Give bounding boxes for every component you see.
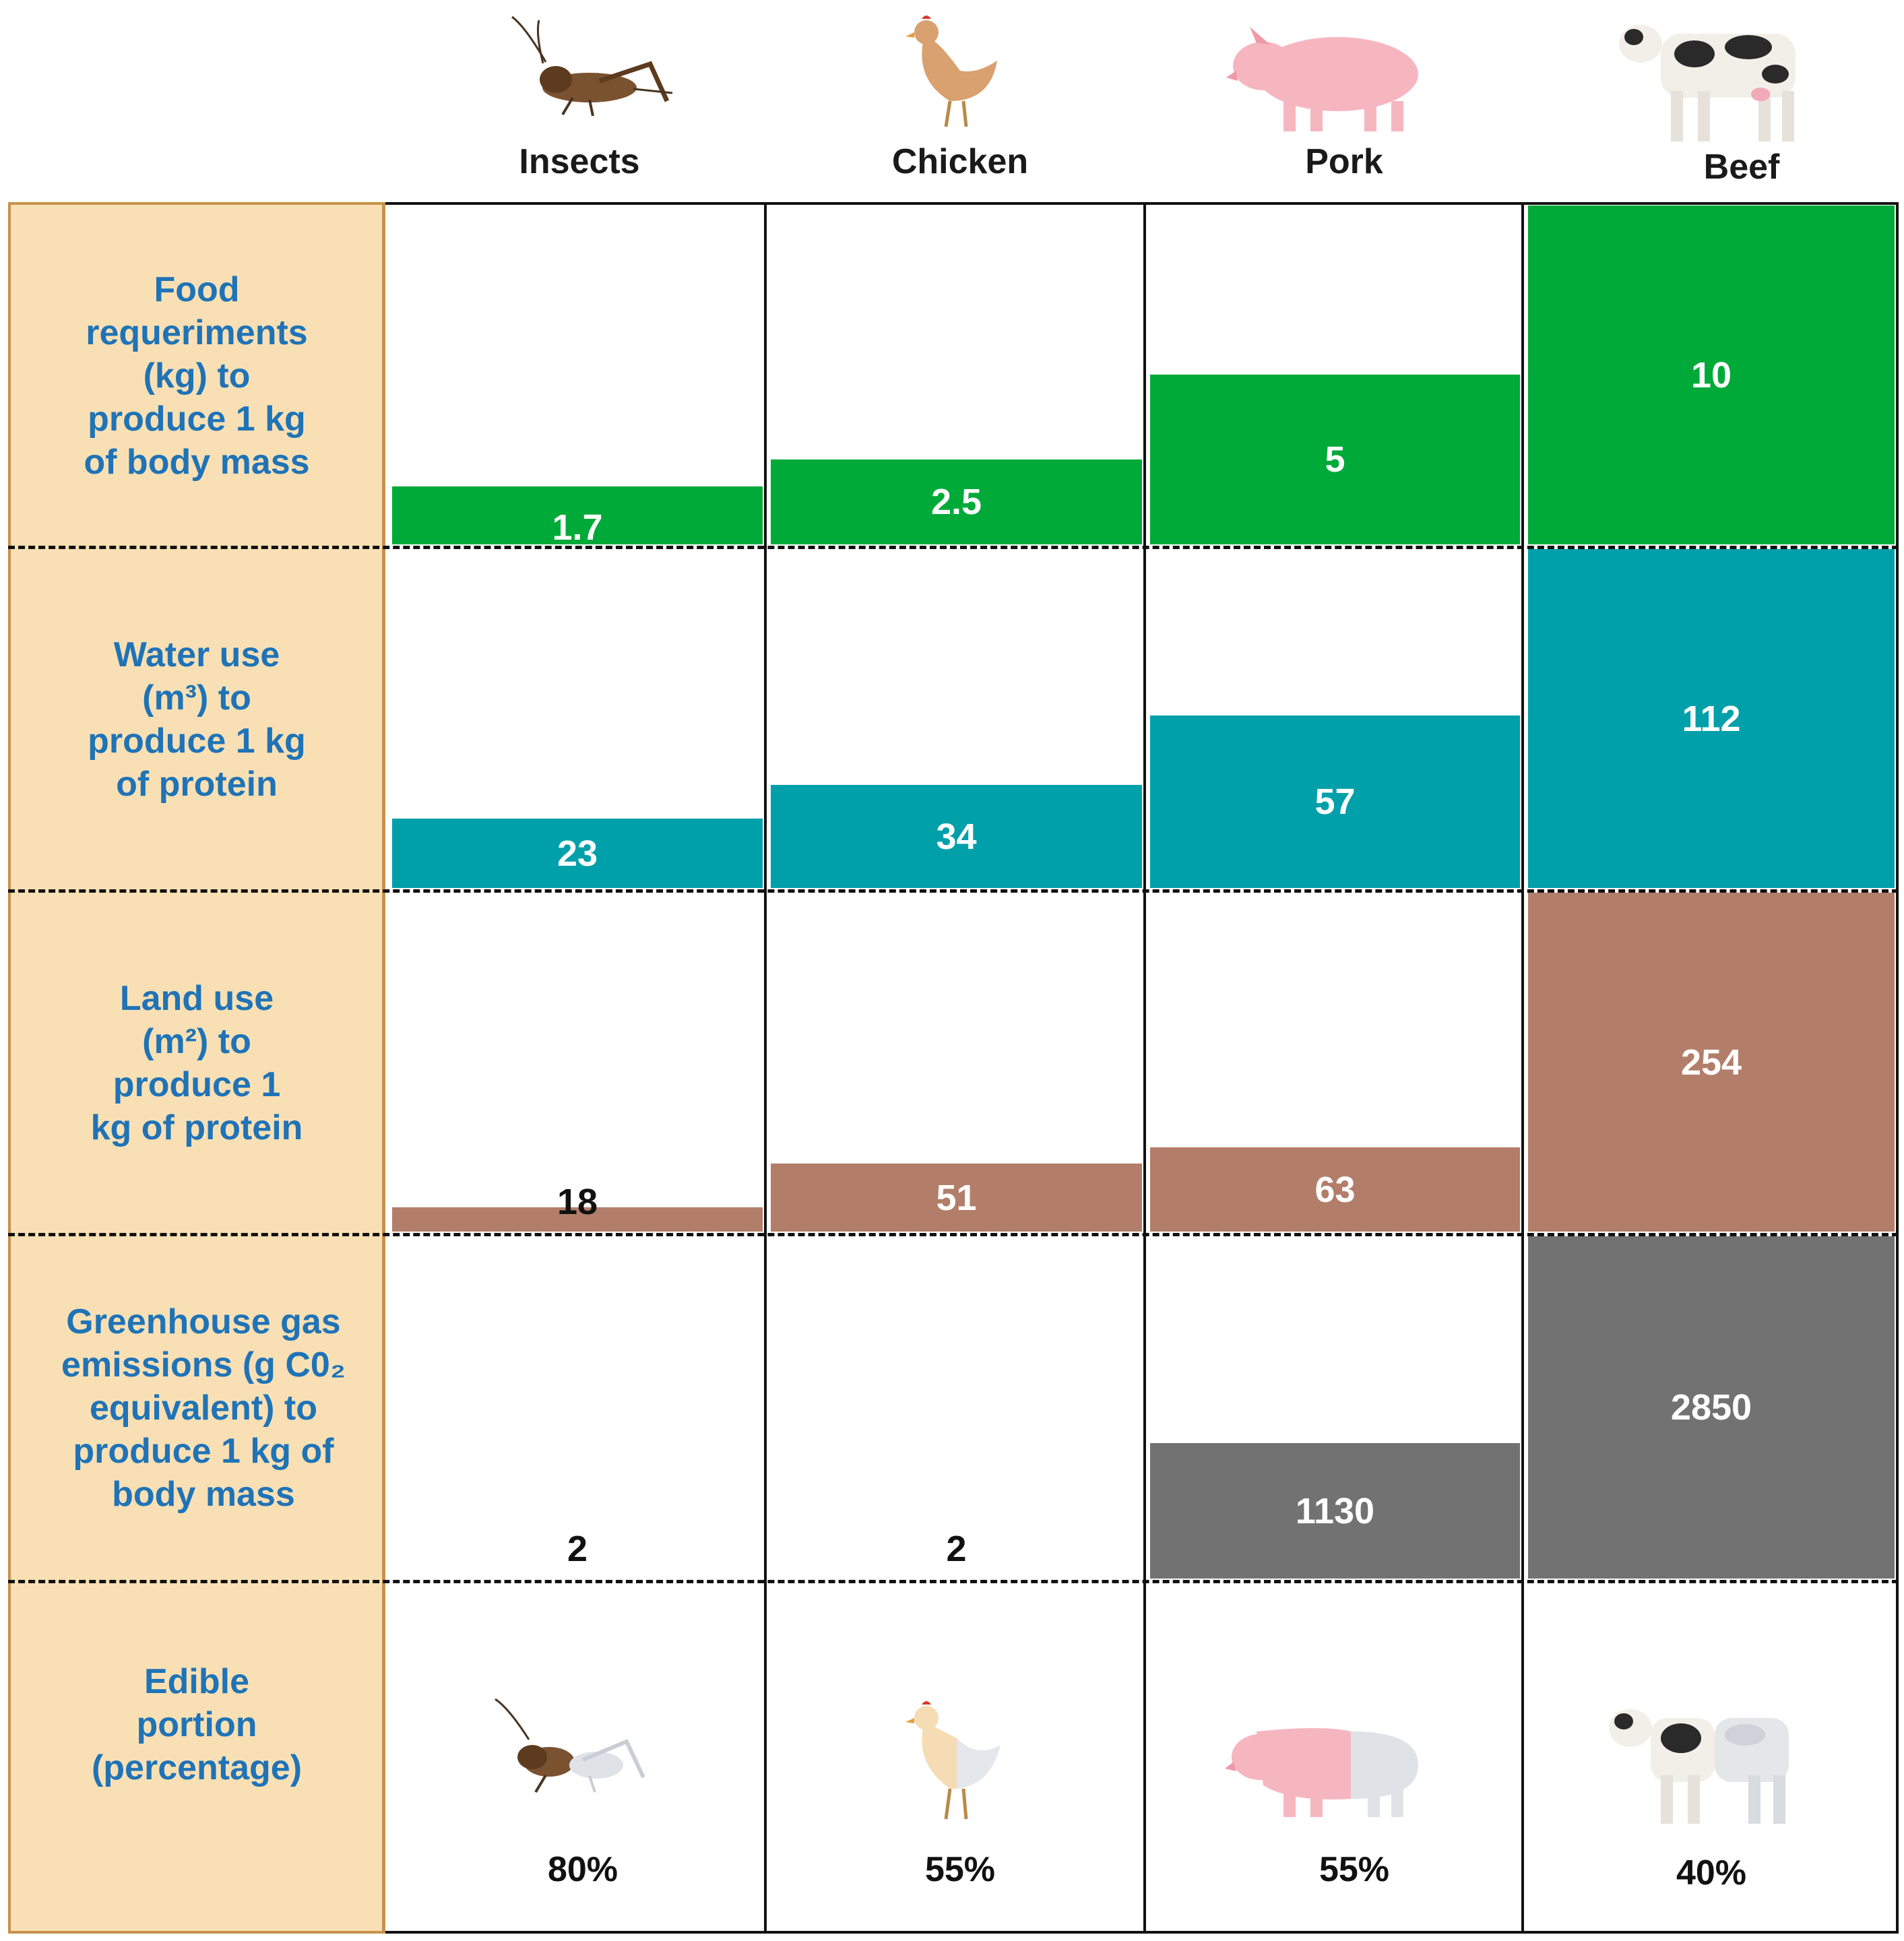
row-label-line: Land use [119,978,274,1018]
ghg-bar-beef: 2850 [1528,1236,1895,1579]
water-bar-pork: 57 [1150,715,1520,888]
food-value-pork: 5 [1325,439,1345,480]
row-divider [8,546,1899,549]
row-label-line: of protein [116,764,278,804]
row-label-panel [8,202,385,1934]
column-divider [764,202,767,1934]
row-label-water: Water use (m³) to produce 1 kg of protei… [8,549,385,889]
edible-value-pork: 55% [1319,1850,1390,1889]
column-divider [1521,202,1524,1934]
ghg-value-beef: 2850 [1670,1387,1752,1428]
cricket-icon [511,15,673,117]
food-bar-beef: 10 [1528,205,1895,544]
cricket-edible-icon [495,1698,645,1793]
row-label-line: kg of protein [90,1108,303,1147]
row-label-line: produce 1 [113,1064,281,1104]
food-bar-pork: 5 [1150,375,1520,544]
row-label-edible: Edible portion (percentage) [8,1583,385,1866]
row-label-line: Water use [113,635,280,674]
food-bar-insects: 1.7 [392,486,763,548]
water-value-insects: 23 [557,833,598,874]
food-value-chicken: 2.5 [930,482,982,522]
cow-icon [1619,25,1796,141]
row-label-line: requeriments [86,313,308,352]
pig-edible-icon [1225,1728,1418,1817]
water-bar-chicken: 34 [771,785,1142,888]
water-value-pork: 57 [1314,782,1356,822]
row-divider [8,889,1899,893]
land-bar-pork: 63 [1150,1147,1520,1232]
row-divider [8,1233,1899,1236]
ghg-value-pork: 1130 [1295,1490,1375,1531]
column-header-beef: Beef [1703,148,1780,187]
row-label-land: Land use (m²) to produce 1 kg of protein [8,893,385,1233]
edible-value-insects: 80% [547,1850,618,1889]
food-bar-chicken: 2.5 [771,459,1142,544]
food-value-insects: 1.7 [552,507,603,548]
land-bar-insects [392,1207,763,1232]
land-value-insects: 18 [557,1182,598,1222]
food-value-beef: 10 [1690,354,1732,395]
edible-value-chicken: 55% [924,1850,996,1889]
cow-edible-icon [1609,1709,1789,1824]
row-label-line: (kg) to [143,356,251,395]
water-bar-insects: 23 [392,819,763,888]
ghg-bar-pork: 1130 [1150,1443,1520,1579]
row-label-line: emissions (g C0₂ [61,1345,346,1385]
row-label-line: produce 1 kg [88,721,306,761]
row-label-line: Greenhouse gas [66,1302,341,1341]
row-label-line: produce 1 kg of [73,1432,334,1471]
row-label-line: (percentage) [91,1748,303,1787]
row-label-line: Food [154,269,240,309]
chicken-icon [906,15,997,127]
water-value-chicken: 34 [936,816,977,857]
table-frame [385,202,1899,1934]
row-label-line: Edible [144,1662,249,1701]
row-label-food: Food requeriments (kg) to produce 1 kg o… [8,205,385,546]
row-label-line: (m³) to [142,678,251,718]
land-value-beef: 254 [1680,1042,1742,1083]
row-label-line: (m²) to [142,1021,251,1061]
row-label-line: body mass [112,1475,295,1514]
row-label-ghg: Greenhouse gas emissions (g C0₂ equivale… [15,1236,392,1580]
ghg-value-chicken: 2 [946,1529,967,1569]
chicken-edible-icon [906,1701,1001,1820]
water-value-beef: 112 [1682,698,1741,739]
edible-value-beef: 40% [1676,1853,1747,1892]
pig-icon [1226,27,1418,131]
water-bar-beef: 112 [1528,549,1895,888]
land-bar-beef: 254 [1528,893,1895,1232]
land-bar-chicken: 51 [771,1164,1142,1232]
column-divider [1143,202,1146,1934]
row-label-line: portion [136,1705,257,1744]
row-divider [8,1580,1899,1583]
row-label-line: equivalent) to [89,1389,317,1428]
land-value-pork: 63 [1314,1169,1356,1210]
row-label-line: produce 1 kg [88,399,306,439]
column-header-insects: Insects [519,142,640,181]
column-header-pork: Pork [1305,142,1383,181]
column-header-chicken: Chicken [891,142,1029,181]
row-label-line: of body mass [84,442,310,482]
ghg-value-insects: 2 [567,1529,588,1569]
land-value-chicken: 51 [936,1177,977,1218]
